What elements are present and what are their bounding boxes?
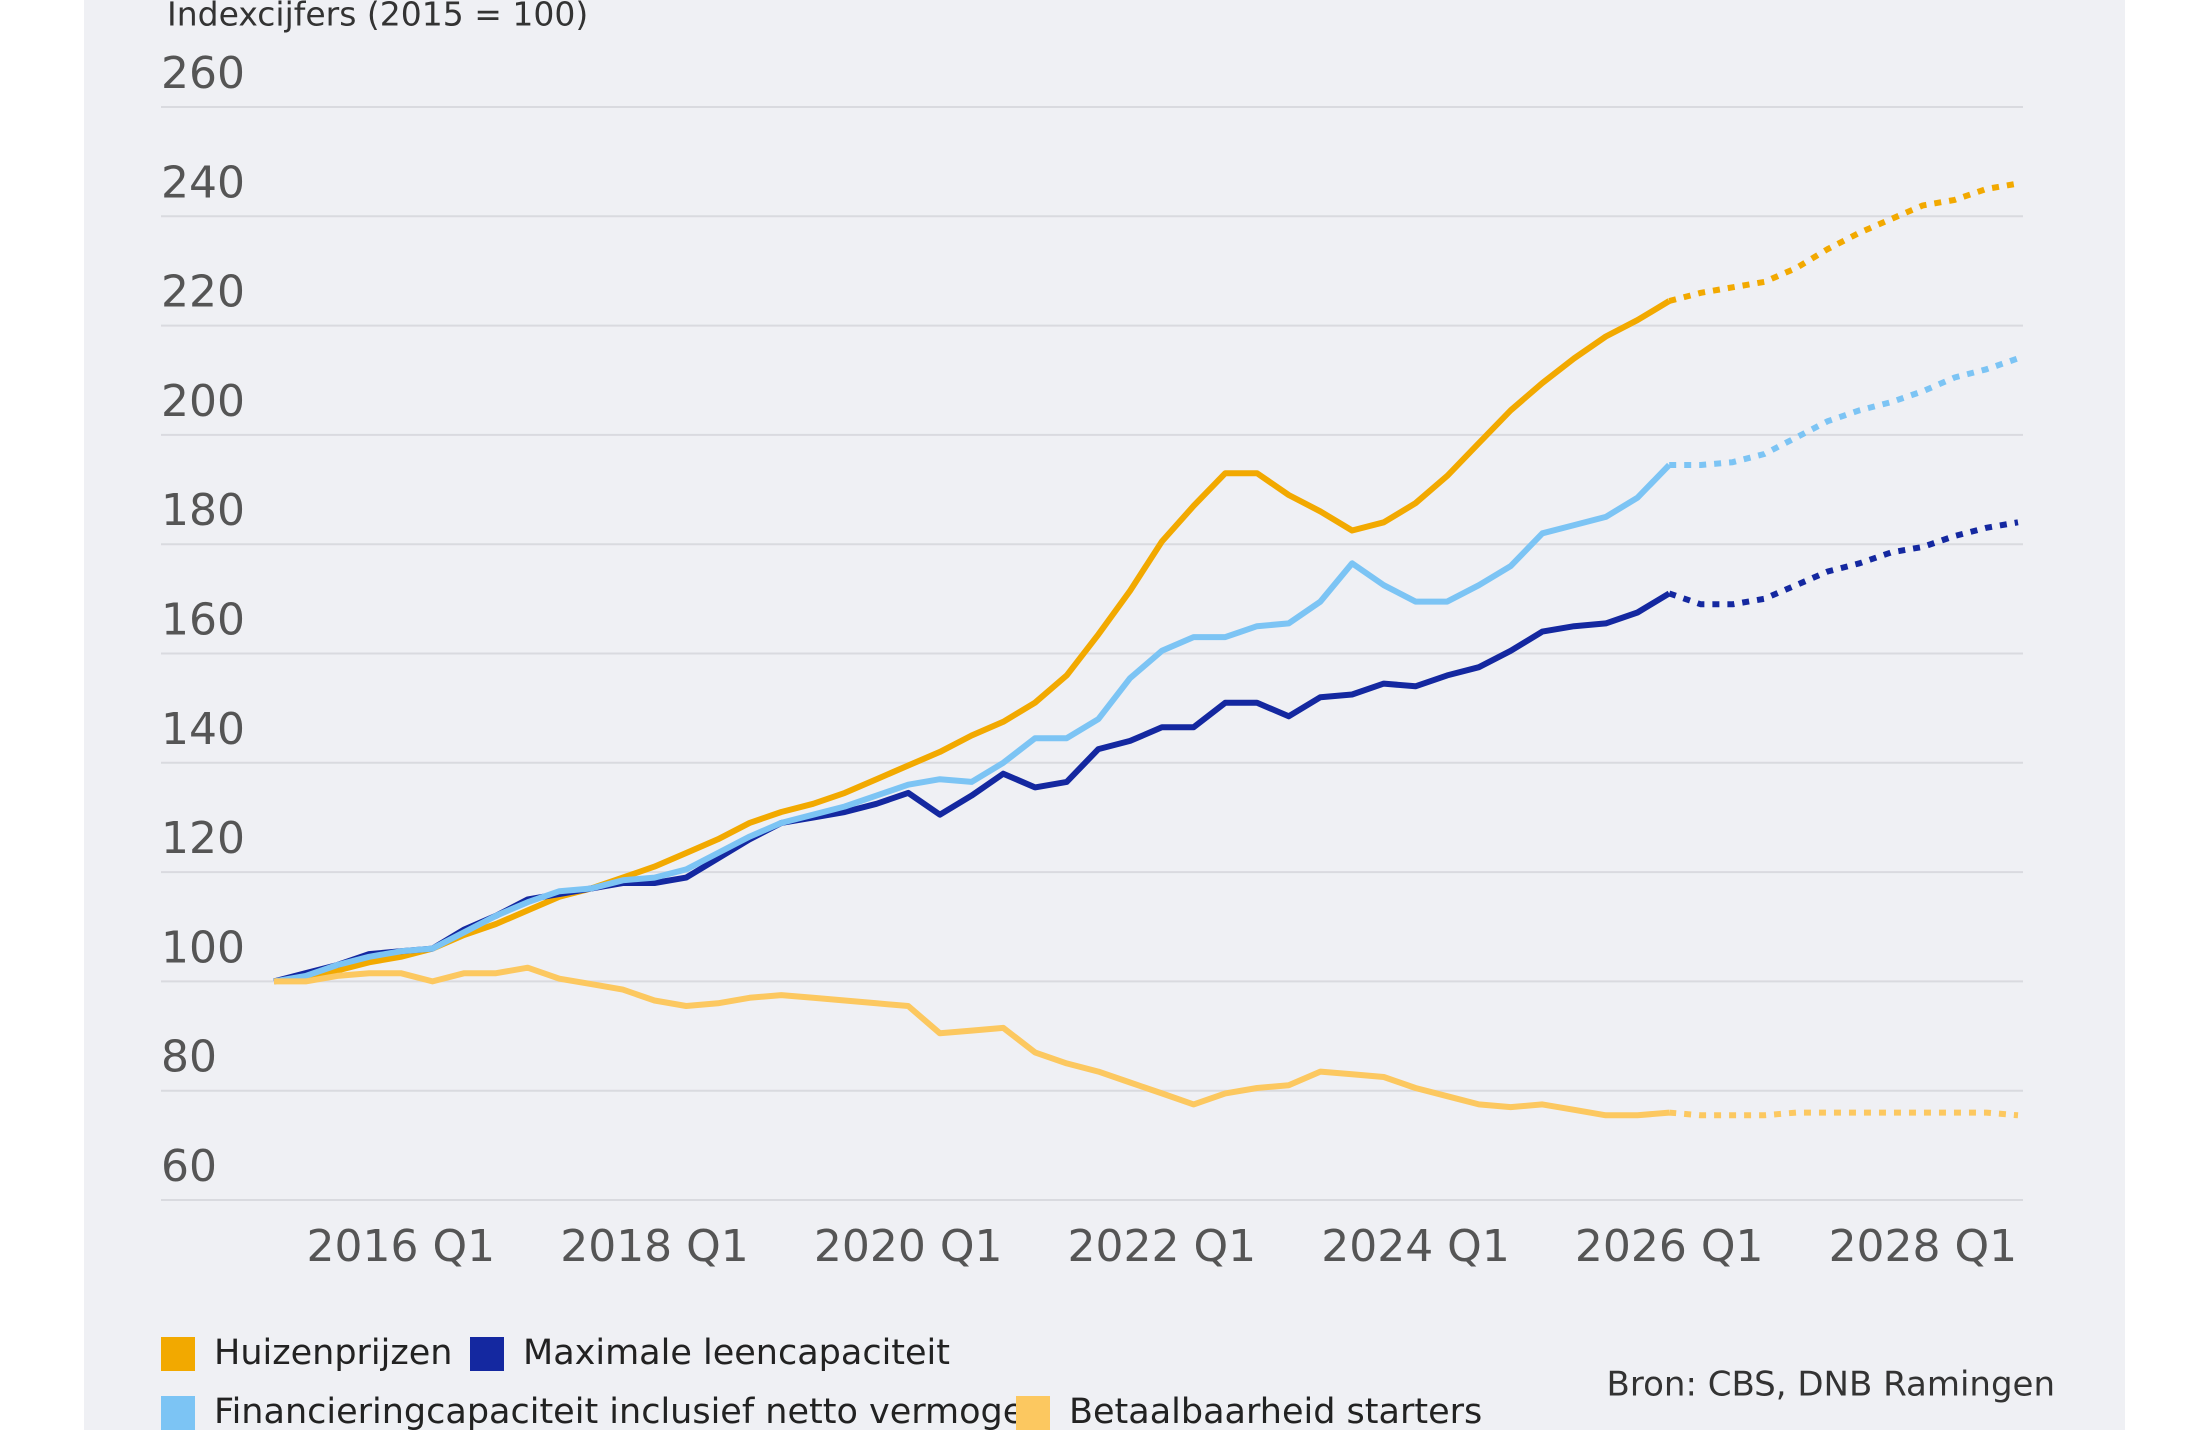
y-tick-label: 260 xyxy=(161,48,245,99)
series-line xyxy=(273,462,1672,985)
chart-subtitle: Indexcijfers (2015 = 100) xyxy=(167,0,588,34)
legend-swatch xyxy=(161,1396,195,1430)
y-tick-label: 220 xyxy=(161,267,245,318)
forecast-line xyxy=(1668,1109,2019,1119)
y-tick-label: 100 xyxy=(161,922,245,973)
legend-swatch xyxy=(1016,1396,1050,1430)
series-line xyxy=(274,964,1670,1119)
x-tick-label: 2020 Q1 xyxy=(814,1221,1003,1272)
y-tick-label: 60 xyxy=(161,1141,217,1192)
x-tick-label: 2016 Q1 xyxy=(307,1221,496,1272)
forecast-line xyxy=(1668,180,2019,304)
series-line xyxy=(273,298,1671,985)
x-tick-label: 2028 Q1 xyxy=(1829,1221,2018,1272)
legend-label: Betaalbaarheid starters xyxy=(1069,1392,1482,1430)
y-tick-label: 240 xyxy=(161,157,245,208)
y-tick-label: 160 xyxy=(161,595,245,646)
x-tick-label: 2024 Q1 xyxy=(1321,1221,1510,1272)
forecast-line xyxy=(1669,355,2019,468)
forecast-line xyxy=(1668,519,2019,608)
legend-swatch xyxy=(161,1337,195,1371)
y-tick-label: 140 xyxy=(161,704,245,755)
x-tick-label: 2022 Q1 xyxy=(1068,1221,1257,1272)
y-tick-label: 200 xyxy=(161,376,245,427)
legend-label: Huizenprijzen xyxy=(214,1333,452,1373)
source-note: Bron: CBS, DNB Ramingen xyxy=(1607,1365,2055,1405)
y-tick-label: 80 xyxy=(161,1032,217,1083)
legend-label: Financieringcapaciteit inclusief netto v… xyxy=(214,1392,1046,1430)
x-tick-label: 2018 Q1 xyxy=(560,1221,749,1272)
x-tick-label: 2026 Q1 xyxy=(1575,1221,1764,1272)
legend-swatch xyxy=(470,1337,504,1371)
y-tick-label: 180 xyxy=(161,485,245,536)
y-tick-label: 120 xyxy=(161,813,245,864)
legend-label: Maximale leencapaciteit xyxy=(523,1333,950,1373)
